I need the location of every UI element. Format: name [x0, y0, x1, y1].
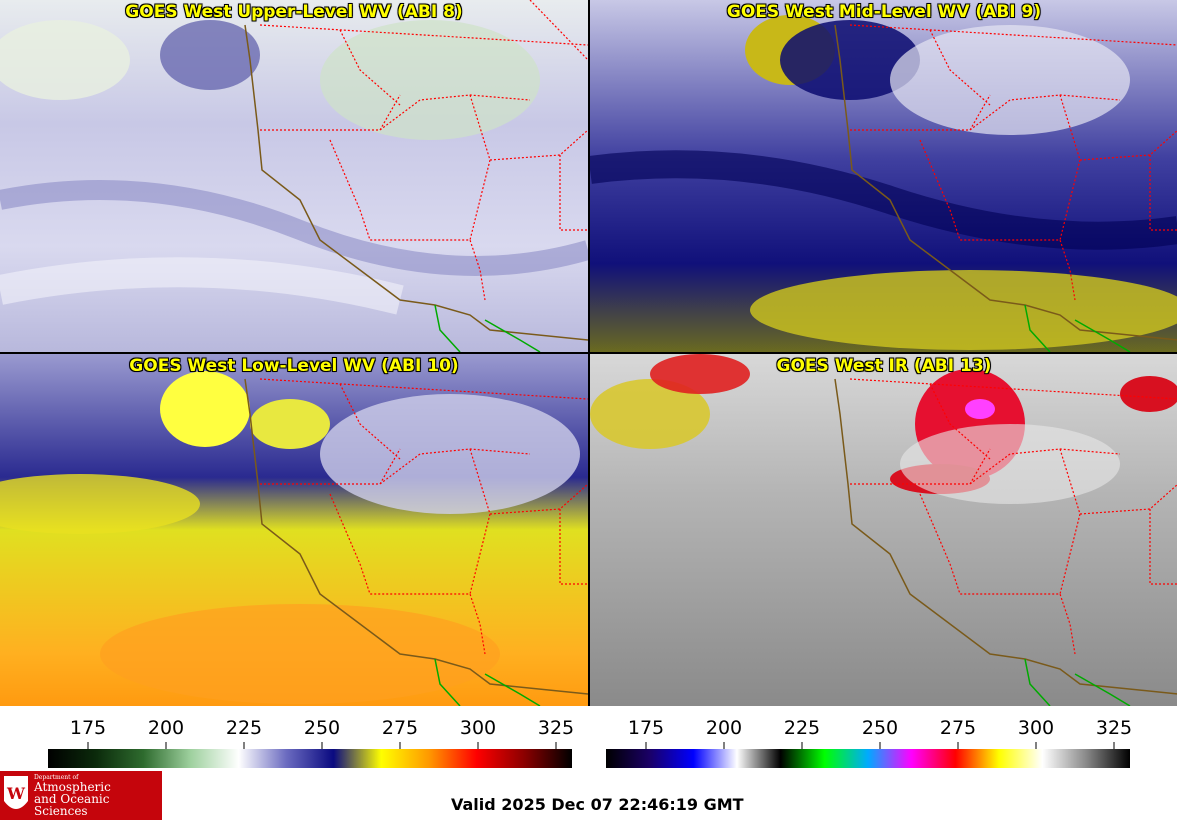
logo-line1: Department of: [34, 774, 79, 781]
colorbar-tick-label: 200: [705, 717, 743, 739]
colorbar-tick-label: 175: [69, 717, 107, 739]
colorbar-tick-label: 200: [147, 717, 185, 739]
panel-title: GOES West Mid-Level WV (ABI 9): [726, 2, 1042, 22]
mid-level-wv-panel: GOES West Mid-Level WV (ABI 9): [590, 0, 1177, 352]
colorbar-tick-label: 325: [1095, 717, 1133, 739]
colorbar-tick-label: 275: [381, 717, 419, 739]
svg-text:W: W: [6, 784, 26, 803]
panel-title: GOES West Low-Level WV (ABI 10): [129, 356, 459, 376]
uw-aos-logo: W Department of Atmospheric and Oceanic …: [0, 771, 162, 820]
colorbar-tick-label: 300: [459, 717, 497, 739]
logo-line3: and Oceanic Sciences: [34, 792, 110, 818]
upper-level-wv-panel: GOES West Upper-Level WV (ABI 8): [0, 0, 588, 352]
colorbar-tick-label: 275: [939, 717, 977, 739]
panel-title: GOES West IR (ABI 13): [776, 356, 992, 376]
colorbar-tick-label: 175: [627, 717, 665, 739]
low-level-wv-image: [0, 354, 588, 706]
ir-image: [590, 354, 1177, 706]
colorbar-tick-label: 250: [861, 717, 899, 739]
valid-time-label: Valid 2025 Dec 07 22:46:19 GMT: [451, 795, 744, 814]
colorbar-tick-label: 325: [537, 717, 575, 739]
low-level-wv-panel: GOES West Low-Level WV (ABI 10): [0, 354, 588, 706]
colorbar-tick-label: 225: [225, 717, 263, 739]
ir-color-scale: 175 200 225 250 275 300 325: [598, 706, 1158, 770]
upper-level-wv-image: [0, 0, 588, 352]
wv-colorbar: [48, 742, 572, 768]
panel-divider-horizontal: [0, 352, 1177, 354]
colorbar-tick-label: 250: [303, 717, 341, 739]
mid-level-wv-image: [590, 0, 1177, 352]
colorbar-tick-label: 300: [1017, 717, 1055, 739]
wv-color-scale: 175 200 225 250 275 300 325: [40, 706, 600, 770]
ir-colorbar: [606, 742, 1130, 768]
logo-line2: Atmospheric: [34, 780, 111, 794]
panel-title: GOES West Upper-Level WV (ABI 8): [125, 2, 463, 22]
ir-panel: GOES West IR (ABI 13): [590, 354, 1177, 706]
colorbar-tick-label: 225: [783, 717, 821, 739]
